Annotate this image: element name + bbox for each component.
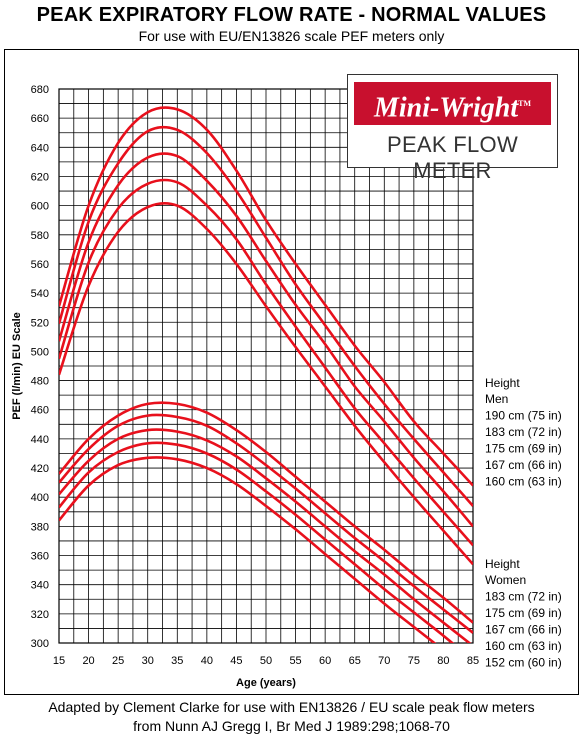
legend-entry: 167 cm (66 in) <box>485 623 562 637</box>
y-tick-label: 340 <box>31 580 49 592</box>
x-axis-label: Age (years) <box>236 677 296 689</box>
x-tick-label: 75 <box>408 655 420 667</box>
y-tick-label: 320 <box>31 609 49 621</box>
y-tick-label: 460 <box>31 405 49 417</box>
y-tick-label: 420 <box>31 463 49 475</box>
x-tick-label: 70 <box>378 655 390 667</box>
legend-entry: 160 cm (63 in) <box>485 639 562 653</box>
x-tick-label: 85 <box>467 655 479 667</box>
x-tick-label: 50 <box>260 655 272 667</box>
y-tick-label: 640 <box>31 142 49 154</box>
series-line-men-3 <box>59 178 473 547</box>
y-tick-label: 500 <box>31 346 49 358</box>
legend-entry: 183 cm (72 in) <box>485 590 562 604</box>
y-tick-label: 660 <box>31 113 49 125</box>
series-line-women-7 <box>59 428 472 643</box>
legend-heading: Height <box>485 557 520 571</box>
chart-title: PEAK EXPIRATORY FLOW RATE - NORMAL VALUE… <box>36 4 547 26</box>
y-tick-label: 380 <box>31 521 49 533</box>
mini-wright-logo: Mini-WrightTM PEAK FLOW METER <box>347 74 558 183</box>
y-tick-label: 520 <box>31 317 49 329</box>
legend-entry: 190 cm (75 in) <box>485 409 562 423</box>
series-line-men-4 <box>59 202 473 566</box>
logo-brand-text: Mini-Wright <box>373 92 519 124</box>
series-line-men-1 <box>59 125 473 507</box>
x-tick-label: 25 <box>112 655 124 667</box>
y-tick-label: 400 <box>31 492 49 504</box>
y-tick-label: 560 <box>31 259 49 271</box>
series-line-women-6 <box>59 413 473 634</box>
y-tick-label: 580 <box>31 230 49 242</box>
x-tick-label: 60 <box>319 655 331 667</box>
logo-product-text: PEAK FLOW METER <box>386 132 519 183</box>
y-tick-label: 620 <box>31 171 49 183</box>
footer-line-2: from Nunn AJ Gregg I, Br Med J 1989:298;… <box>133 718 450 734</box>
x-tick-label: 20 <box>82 655 94 667</box>
y-axis-label: PEF (l/min) EU Scale <box>11 312 23 420</box>
footer-line-1: Adapted by Clement Clarke for use with E… <box>48 699 535 715</box>
logo-brand-band: Mini-WrightTM <box>354 82 551 125</box>
x-tick-label: 55 <box>289 655 301 667</box>
x-tick-label: 35 <box>171 655 183 667</box>
legend-heading: Women <box>485 573 526 587</box>
y-tick-label: 360 <box>31 551 49 563</box>
legend-entry: 175 cm (69 in) <box>485 442 562 456</box>
series-line-women-5 <box>59 401 473 624</box>
legend: Height Men 190 cm (75 in) 183 cm (72 in) 175… <box>485 376 562 670</box>
legend-entry: 167 cm (66 in) <box>485 458 562 472</box>
y-tick-label: 440 <box>31 434 49 446</box>
legend-heading: Men <box>485 392 508 406</box>
legend-entry: 160 cm (63 in) <box>485 475 562 489</box>
x-tick-label: 30 <box>142 655 154 667</box>
series-line-men-0 <box>59 106 473 487</box>
series-lines <box>59 106 473 643</box>
legend-entry: 175 cm (69 in) <box>485 606 562 620</box>
x-tick-label: 65 <box>349 655 361 667</box>
y-tick-label: 300 <box>31 638 49 650</box>
y-tick-label: 600 <box>31 201 49 213</box>
tick-labels: 300 320 340 360 380 400 420 440 460 480 500 520 540 5… <box>31 84 479 667</box>
x-tick-label: 45 <box>230 655 242 667</box>
logo-trademark: TM <box>518 99 532 108</box>
series-line-women-9 <box>59 456 437 643</box>
plot-border <box>58 88 474 644</box>
chart-subtitle: For use with EU/EN13826 scale PEF meters… <box>138 28 445 44</box>
x-tick-label: 80 <box>437 655 449 667</box>
legend-entry: 152 cm (60 in) <box>485 656 562 670</box>
y-tick-label: 540 <box>31 288 49 300</box>
y-tick-label: 680 <box>31 84 49 96</box>
x-tick-label: 40 <box>201 655 213 667</box>
series-line-women-8 <box>59 441 455 643</box>
series-line-men-2 <box>59 152 473 528</box>
legend-heading: Height <box>485 376 520 390</box>
y-tick-label: 480 <box>31 376 49 388</box>
x-tick-label: 15 <box>53 655 65 667</box>
legend-entry: 183 cm (72 in) <box>485 425 562 439</box>
chart-frame <box>4 49 579 695</box>
